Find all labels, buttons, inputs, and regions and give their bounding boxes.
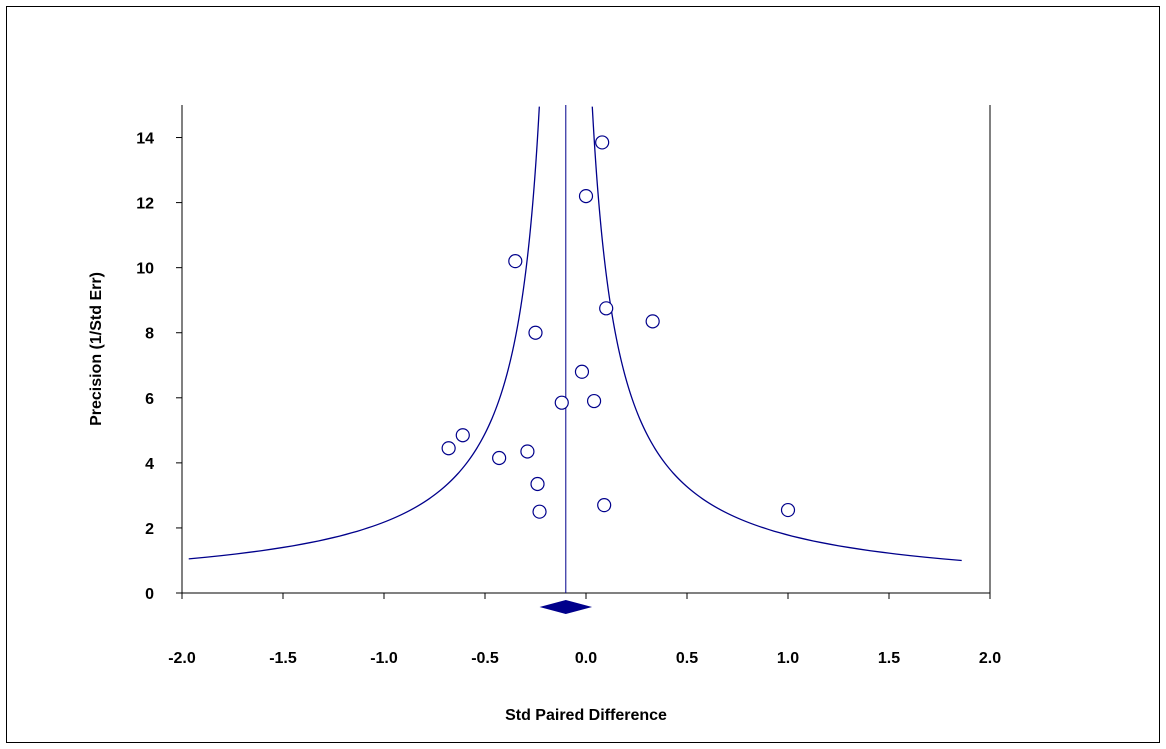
data-point	[645, 314, 660, 329]
x-tick-label: -1.0	[370, 650, 398, 667]
data-point	[578, 188, 594, 204]
x-tick-label: -2.0	[168, 650, 196, 667]
summary-diamond	[539, 600, 593, 614]
data-point	[574, 364, 590, 379]
y-tick-label: 6	[145, 391, 154, 408]
data-point	[528, 325, 543, 340]
data-points	[441, 135, 796, 519]
data-point	[508, 254, 523, 269]
axes	[176, 105, 991, 599]
data-point	[586, 393, 602, 409]
data-point	[599, 301, 614, 316]
data-point	[597, 498, 612, 513]
data-point	[780, 502, 796, 518]
data-point	[595, 135, 610, 150]
data-point	[532, 504, 547, 519]
funnel-right-line	[591, 106, 962, 562]
y-tick-label: 2	[145, 521, 154, 538]
data-point	[554, 395, 569, 410]
x-tick-label: 1.5	[878, 650, 900, 667]
x-tick-label: -1.5	[269, 650, 297, 667]
summary-diamond-group	[539, 600, 593, 614]
x-tick-label: 0.0	[575, 650, 597, 667]
x-tick-label: 0.5	[676, 650, 698, 667]
y-tick-label: 0	[145, 586, 154, 603]
labels: 0 2 4 6 8 10 12 14 -2.0 -1.5 -1.0 -0.5 0.0 0.5 1.0 1.5 2…	[88, 131, 1001, 724]
y-tick-label: 14	[136, 131, 154, 148]
x-axis-title: Std Paired Difference	[505, 707, 667, 724]
data-point	[441, 441, 456, 456]
funnel-left-line	[188, 106, 540, 560]
x-tick-label: 1.0	[777, 650, 799, 667]
x-tick-label: -0.5	[471, 650, 499, 667]
data-point	[520, 444, 535, 459]
data-point	[530, 476, 545, 492]
y-tick-label: 4	[145, 456, 154, 473]
y-axis-title: Precision (1/Std Err)	[88, 272, 105, 426]
y-tick-label: 8	[145, 326, 154, 343]
y-tick-label: 12	[136, 196, 154, 213]
x-tick-label: 2.0	[979, 650, 1001, 667]
funnel-lines	[188, 105, 962, 593]
y-tick-label: 10	[136, 261, 154, 278]
data-point	[492, 450, 507, 466]
data-point	[455, 428, 470, 443]
